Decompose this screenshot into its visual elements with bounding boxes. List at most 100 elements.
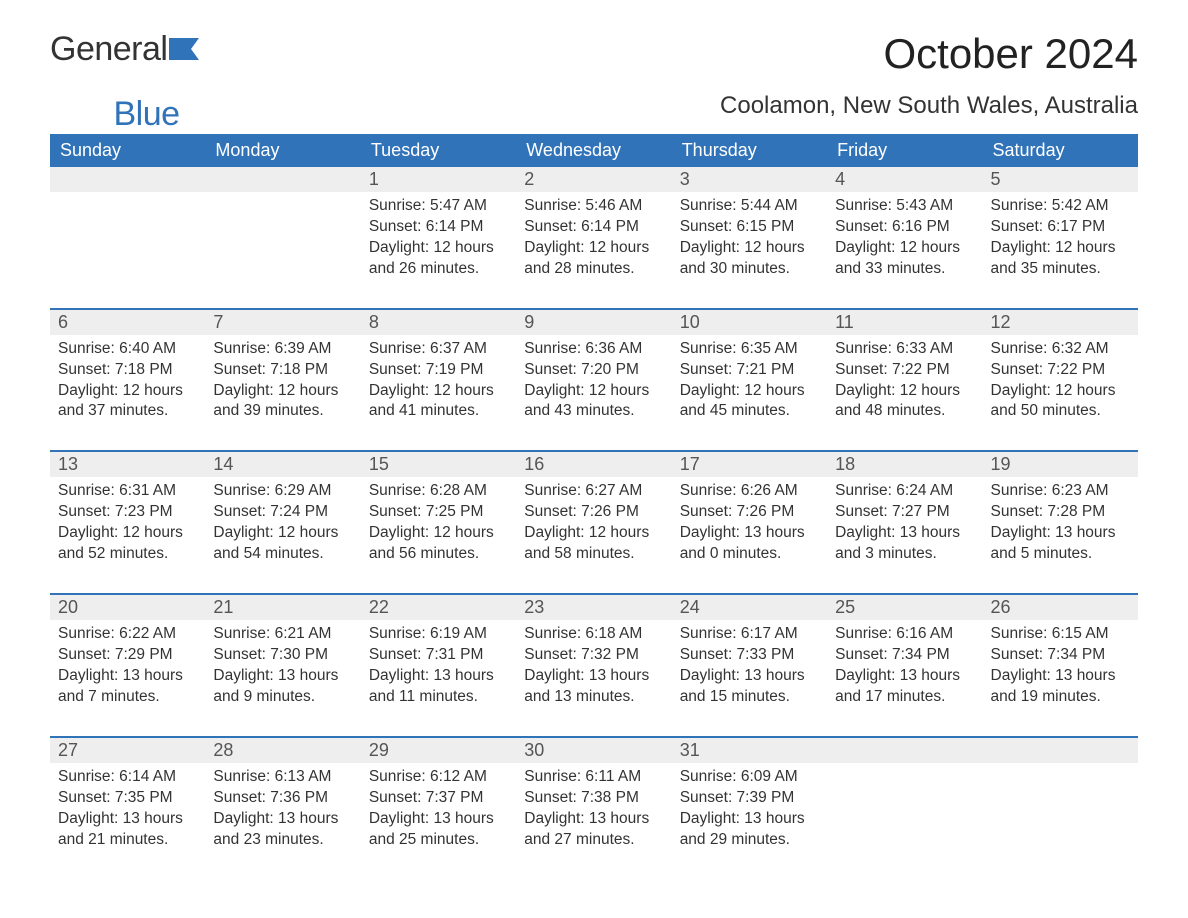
- day-line: Sunset: 6:17 PM: [991, 217, 1130, 238]
- calendar-week-row: 27Sunrise: 6:14 AMSunset: 7:35 PMDayligh…: [50, 737, 1138, 879]
- calendar-day-cell: 31Sunrise: 6:09 AMSunset: 7:39 PMDayligh…: [672, 737, 827, 879]
- day-number: 16: [516, 452, 671, 477]
- day-line: Sunset: 7:29 PM: [58, 645, 197, 666]
- day-line: Sunrise: 6:22 AM: [58, 624, 197, 645]
- calendar-day-cell: [827, 737, 982, 879]
- day-number: 30: [516, 738, 671, 763]
- day-number: 17: [672, 452, 827, 477]
- brand-logo: General: [50, 30, 201, 69]
- day-content: Sunrise: 6:11 AMSunset: 7:38 PMDaylight:…: [516, 763, 671, 879]
- day-line: Daylight: 13 hours and 25 minutes.: [369, 809, 508, 851]
- day-line: Daylight: 12 hours and 45 minutes.: [680, 381, 819, 423]
- calendar-day-cell: 17Sunrise: 6:26 AMSunset: 7:26 PMDayligh…: [672, 451, 827, 594]
- day-line: Daylight: 13 hours and 11 minutes.: [369, 666, 508, 708]
- day-content: Sunrise: 6:39 AMSunset: 7:18 PMDaylight:…: [205, 335, 360, 451]
- day-number: 3: [672, 167, 827, 192]
- day-line: Daylight: 13 hours and 17 minutes.: [835, 666, 974, 708]
- day-line: Sunrise: 6:14 AM: [58, 767, 197, 788]
- calendar-day-cell: [983, 737, 1138, 879]
- day-content: Sunrise: 6:09 AMSunset: 7:39 PMDaylight:…: [672, 763, 827, 879]
- day-content: Sunrise: 6:16 AMSunset: 7:34 PMDaylight:…: [827, 620, 982, 736]
- calendar-day-cell: 3Sunrise: 5:44 AMSunset: 6:15 PMDaylight…: [672, 167, 827, 309]
- day-line: Daylight: 13 hours and 15 minutes.: [680, 666, 819, 708]
- day-content: Sunrise: 6:17 AMSunset: 7:33 PMDaylight:…: [672, 620, 827, 736]
- weekday-header: Thursday: [672, 134, 827, 167]
- day-line: Sunset: 7:20 PM: [524, 360, 663, 381]
- day-line: Daylight: 13 hours and 21 minutes.: [58, 809, 197, 851]
- day-number: 21: [205, 595, 360, 620]
- month-title: October 2024: [883, 30, 1138, 78]
- day-line: Sunset: 7:27 PM: [835, 502, 974, 523]
- day-line: Daylight: 12 hours and 35 minutes.: [991, 238, 1130, 280]
- calendar-day-cell: 14Sunrise: 6:29 AMSunset: 7:24 PMDayligh…: [205, 451, 360, 594]
- day-line: Sunrise: 6:24 AM: [835, 481, 974, 502]
- day-content: Sunrise: 6:32 AMSunset: 7:22 PMDaylight:…: [983, 335, 1138, 451]
- day-number: 18: [827, 452, 982, 477]
- day-line: Sunrise: 6:32 AM: [991, 339, 1130, 360]
- calendar-day-cell: 1Sunrise: 5:47 AMSunset: 6:14 PMDaylight…: [361, 167, 516, 309]
- calendar-week-row: 13Sunrise: 6:31 AMSunset: 7:23 PMDayligh…: [50, 451, 1138, 594]
- day-number: [827, 738, 982, 763]
- day-line: Daylight: 12 hours and 58 minutes.: [524, 523, 663, 565]
- weekday-header: Sunday: [50, 134, 205, 167]
- day-number: 4: [827, 167, 982, 192]
- weekday-header: Friday: [827, 134, 982, 167]
- day-line: Sunset: 7:33 PM: [680, 645, 819, 666]
- day-content: Sunrise: 5:46 AMSunset: 6:14 PMDaylight:…: [516, 192, 671, 308]
- calendar-week-row: 1Sunrise: 5:47 AMSunset: 6:14 PMDaylight…: [50, 167, 1138, 309]
- calendar-day-cell: 20 Sunrise: 6:22 AMSunset: 7:29 PMDayligh…: [50, 594, 205, 737]
- day-number: 7: [205, 310, 360, 335]
- day-line: Sunrise: 6:19 AM: [369, 624, 508, 645]
- calendar-day-cell: 7Sunrise: 6:39 AMSunset: 7:18 PMDaylight…: [205, 309, 360, 452]
- weekday-header: Tuesday: [361, 134, 516, 167]
- calendar-day-cell: 30Sunrise: 6:11 AMSunset: 7:38 PMDayligh…: [516, 737, 671, 879]
- day-number: 20: [50, 595, 205, 620]
- day-content: [205, 192, 360, 292]
- calendar-day-cell: 22Sunrise: 6:19 AMSunset: 7:31 PMDayligh…: [361, 594, 516, 737]
- day-line: Daylight: 12 hours and 30 minutes.: [680, 238, 819, 280]
- flag-icon: [169, 30, 199, 69]
- day-line: Sunrise: 6:18 AM: [524, 624, 663, 645]
- day-number: 26: [983, 595, 1138, 620]
- day-number: 25: [827, 595, 982, 620]
- calendar-day-cell: 12Sunrise: 6:32 AMSunset: 7:22 PMDayligh…: [983, 309, 1138, 452]
- day-content: Sunrise: 6:36 AMSunset: 7:20 PMDaylight:…: [516, 335, 671, 451]
- day-content: [827, 763, 982, 863]
- day-line: Daylight: 13 hours and 23 minutes.: [213, 809, 352, 851]
- calendar-day-cell: 26Sunrise: 6:15 AMSunset: 7:34 PMDayligh…: [983, 594, 1138, 737]
- day-line: Daylight: 13 hours and 19 minutes.: [991, 666, 1130, 708]
- day-line: Sunset: 7:24 PM: [213, 502, 352, 523]
- day-line: Daylight: 13 hours and 0 minutes.: [680, 523, 819, 565]
- calendar-day-cell: 21Sunrise: 6:21 AMSunset: 7:30 PMDayligh…: [205, 594, 360, 737]
- day-number: [205, 167, 360, 192]
- calendar-day-cell: 13Sunrise: 6:31 AMSunset: 7:23 PMDayligh…: [50, 451, 205, 594]
- day-number: 19: [983, 452, 1138, 477]
- day-content: Sunrise: 5:43 AMSunset: 6:16 PMDaylight:…: [827, 192, 982, 308]
- day-line: Daylight: 13 hours and 29 minutes.: [680, 809, 819, 851]
- calendar-day-cell: 18Sunrise: 6:24 AMSunset: 7:27 PMDayligh…: [827, 451, 982, 594]
- day-number: 27: [50, 738, 205, 763]
- day-line: Sunset: 7:34 PM: [835, 645, 974, 666]
- day-line: Sunrise: 6:35 AM: [680, 339, 819, 360]
- day-number: 31: [672, 738, 827, 763]
- day-line: Sunrise: 6:36 AM: [524, 339, 663, 360]
- weekday-header-row: Sunday Monday Tuesday Wednesday Thursday…: [50, 134, 1138, 167]
- day-line: Daylight: 13 hours and 7 minutes.: [58, 666, 197, 708]
- day-line: Sunset: 7:28 PM: [991, 502, 1130, 523]
- day-line: Sunset: 7:22 PM: [991, 360, 1130, 381]
- day-content: Sunrise: 6:31 AMSunset: 7:23 PMDaylight:…: [50, 477, 205, 593]
- day-line: Sunset: 7:35 PM: [58, 788, 197, 809]
- day-content: [50, 192, 205, 292]
- day-content: Sunrise: 5:42 AMSunset: 6:17 PMDaylight:…: [983, 192, 1138, 308]
- weekday-header: Saturday: [983, 134, 1138, 167]
- day-line: Sunset: 7:30 PM: [213, 645, 352, 666]
- calendar-day-cell: 4Sunrise: 5:43 AMSunset: 6:16 PMDaylight…: [827, 167, 982, 309]
- day-line: Daylight: 12 hours and 50 minutes.: [991, 381, 1130, 423]
- calendar-day-cell: 23Sunrise: 6:18 AMSunset: 7:32 PMDayligh…: [516, 594, 671, 737]
- day-number: 14: [205, 452, 360, 477]
- day-line: Sunset: 7:26 PM: [680, 502, 819, 523]
- day-line: Daylight: 12 hours and 33 minutes.: [835, 238, 974, 280]
- day-line: Daylight: 12 hours and 48 minutes.: [835, 381, 974, 423]
- day-content: Sunrise: 6:15 AMSunset: 7:34 PMDaylight:…: [983, 620, 1138, 736]
- day-content: Sunrise: 6:18 AMSunset: 7:32 PMDaylight:…: [516, 620, 671, 736]
